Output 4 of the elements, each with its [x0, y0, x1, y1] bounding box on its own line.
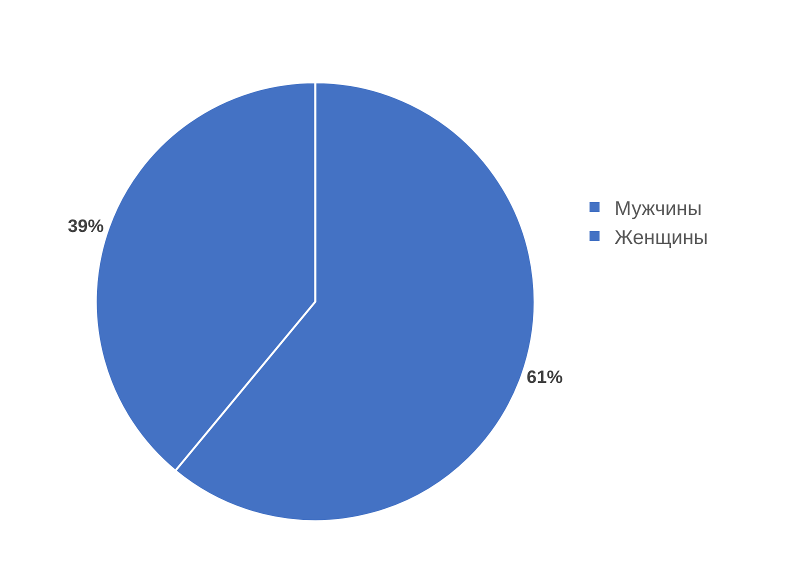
data-label: 61% [526, 367, 563, 388]
legend-label: Женщины [614, 226, 708, 249]
data-label: 39% [68, 216, 104, 236]
legend-label: Мужчины [614, 198, 702, 220]
